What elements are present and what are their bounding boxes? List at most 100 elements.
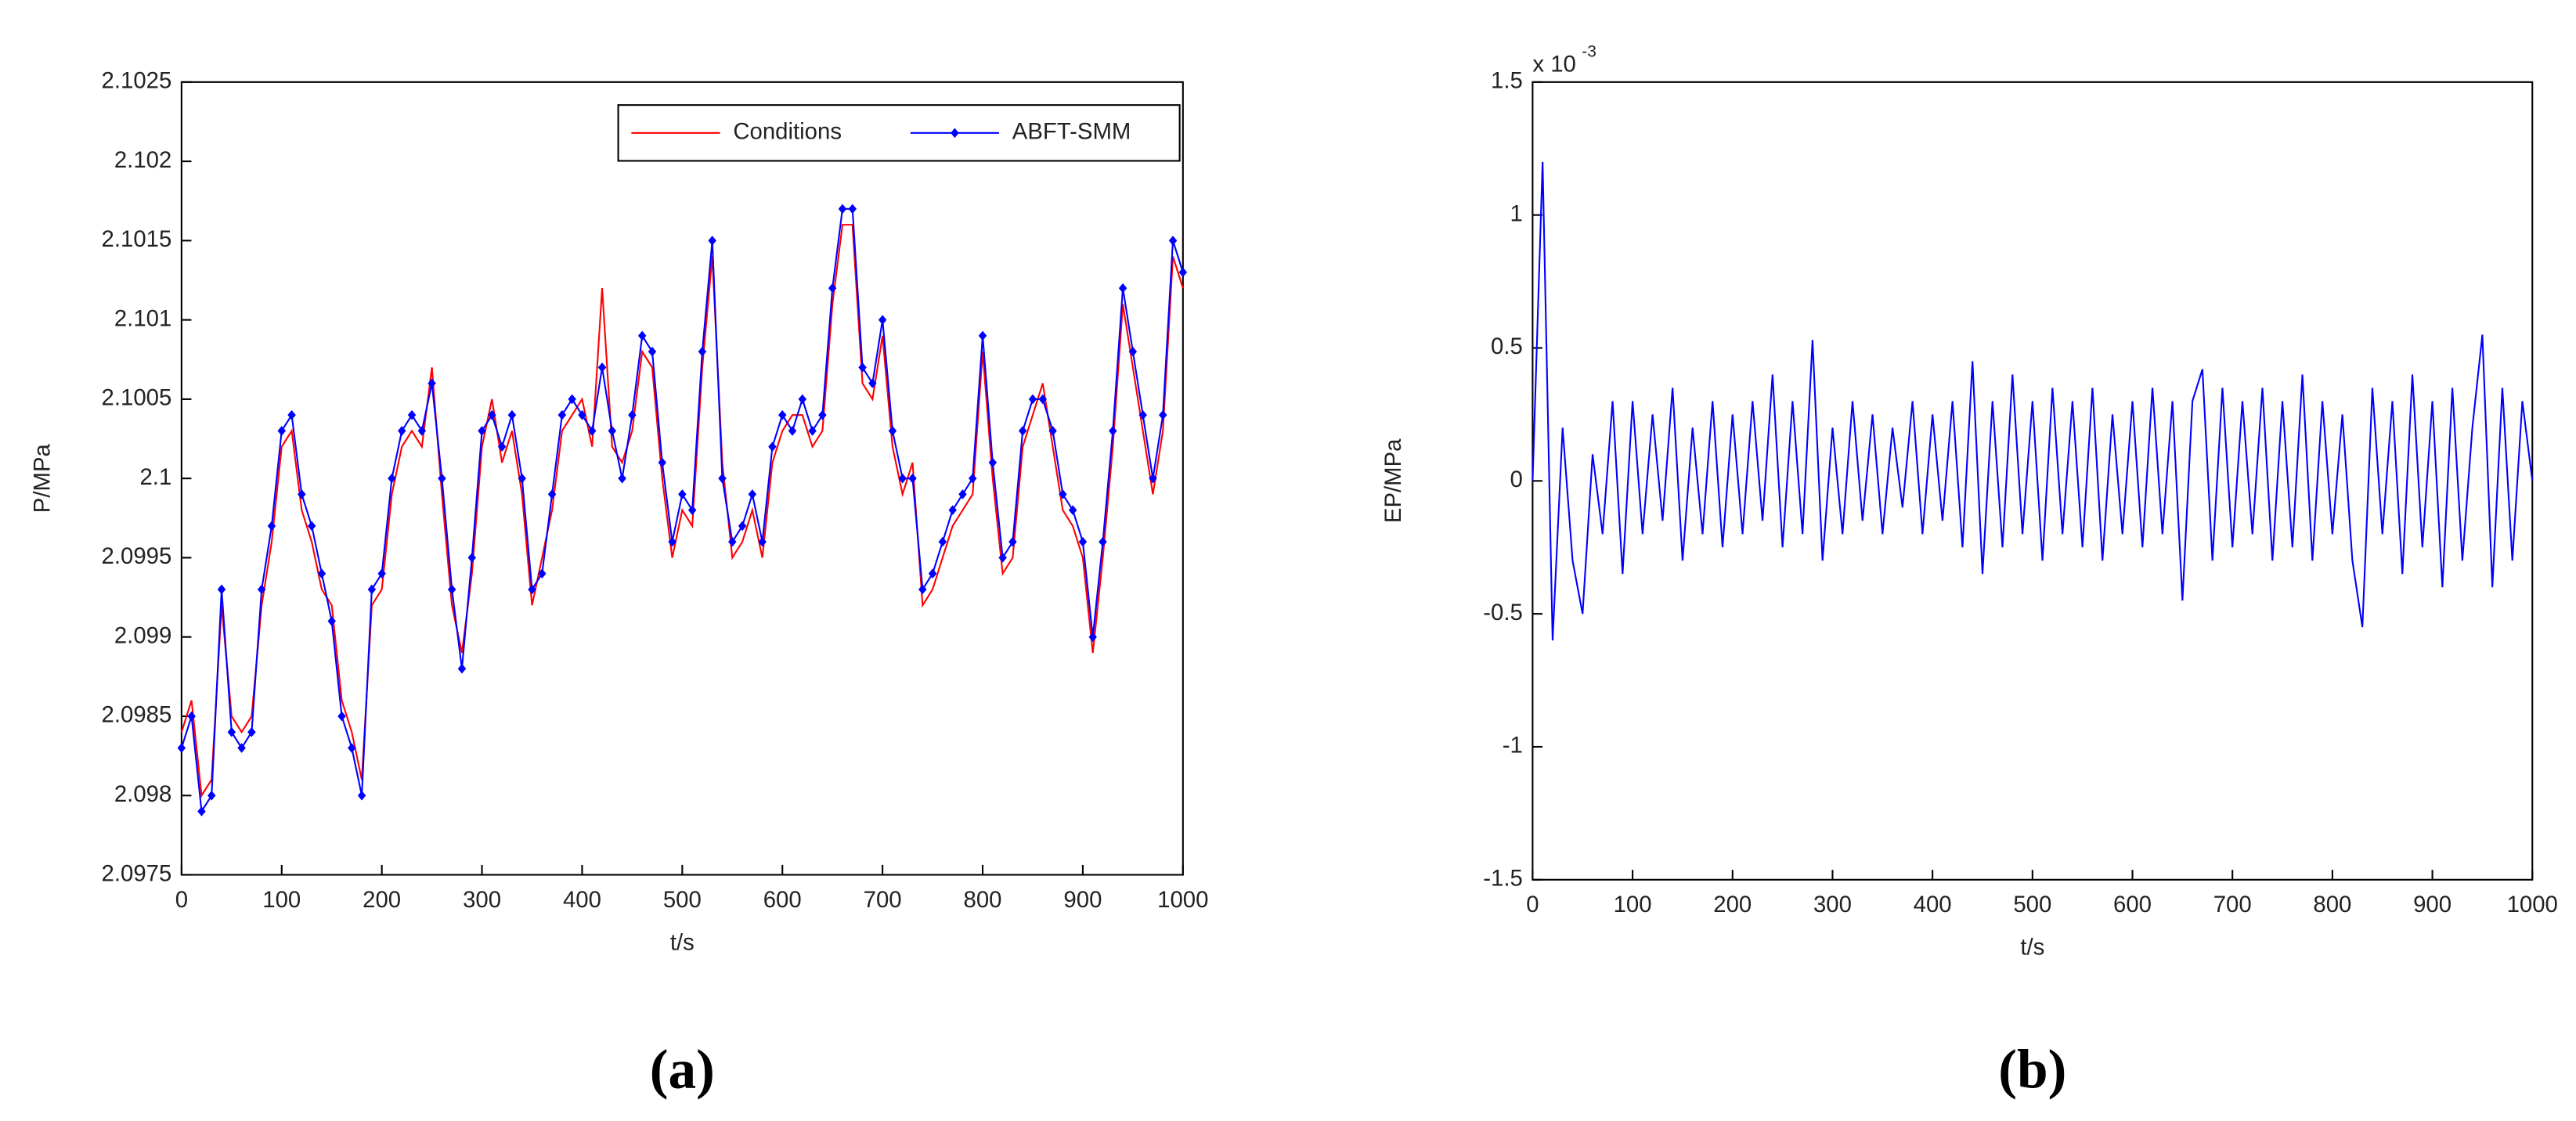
x-tick-label: 900 [1063,887,1102,913]
series-marker [407,409,417,420]
y-tick-label: 0.5 [1491,333,1523,359]
series-marker [587,426,597,436]
y-tick-label: 1 [1510,200,1522,226]
series-marker [1128,346,1138,357]
x-tick-label: 500 [2013,892,2051,917]
series-marker [718,473,727,484]
legend-label: ABFT-SMM [1012,119,1131,145]
series-marker [597,362,607,373]
series-marker [337,711,346,722]
series-marker [1088,632,1097,642]
x-tick-label: 300 [1813,892,1852,917]
series-marker [478,426,486,436]
x-tick-label: 1000 [2507,892,2558,917]
x-tick-label: 700 [2213,892,2252,917]
series-marker [528,584,536,595]
series-marker [207,790,216,801]
x-tick-label: 700 [864,887,902,913]
series-marker [357,790,366,801]
series-marker [758,536,767,547]
series-marker [687,505,697,515]
series-marker [557,409,567,420]
y-tick-label: 2.0985 [102,702,172,728]
series-marker [287,409,296,420]
y-tick-label: 2.101 [114,305,171,331]
series-marker [808,426,817,436]
legend: Conditions ABFT-SMM [617,104,1181,162]
x-tick-label: 400 [1914,892,1952,917]
series-marker [728,536,737,547]
series-marker [1068,505,1077,515]
y-tick-label: 1.5 [1491,68,1523,94]
series-marker [998,553,1007,563]
series-marker [1018,426,1027,436]
series-marker [658,457,667,468]
y-tick-label: 2.0995 [102,543,172,569]
series-marker [538,568,547,579]
y-scale-label: x 10 [1532,52,1575,77]
series-marker [637,330,647,341]
series-marker [708,236,716,246]
series-marker [447,584,456,595]
series-marker [748,489,757,499]
series-line [180,224,1184,798]
series-marker [507,409,517,420]
y-tick-label: 2.098 [114,781,171,807]
series-marker [738,521,747,532]
series-marker [768,442,777,452]
series-marker [467,553,477,563]
series-marker [868,378,877,388]
plot-area [180,81,1184,876]
series-marker [348,743,356,753]
y-tick-label: 2.1 [139,464,171,490]
series-marker [568,394,576,405]
series-marker [618,473,626,484]
series-marker [388,473,396,484]
series-marker [247,726,256,737]
x-tick-label: 200 [363,887,401,913]
y-tick-label: -1.5 [1483,866,1523,892]
y-tick-label: 2.1025 [102,68,172,94]
series-marker [177,743,186,753]
x-tick-label: 1000 [1157,887,1208,913]
x-tick-label: 600 [763,887,802,913]
panel-label: (b) [1998,1039,2066,1101]
series-marker [648,346,657,357]
series-marker [1008,536,1017,547]
x-tick-label: 800 [964,887,1002,913]
y-axis-label: EP/MPa [1380,438,1406,523]
panel-label: (a) [650,1039,715,1101]
x-tick-label: 0 [1526,892,1539,917]
series-marker [307,521,316,532]
series-marker [938,536,947,547]
x-tick-label: 200 [1713,892,1752,917]
y-axis-label: P/MPa [30,443,56,513]
series-marker [187,711,196,722]
series-marker [958,489,967,499]
series-marker [918,584,927,595]
x-axis-label: t/s [670,929,695,955]
series-marker [1149,473,1157,484]
series-marker [237,743,246,753]
x-tick-label: 500 [663,887,702,913]
series-marker [317,568,327,579]
x-tick-label: 300 [463,887,501,913]
series-marker [798,394,807,405]
series-marker [698,346,707,357]
y-tick-label: 2.0975 [102,860,172,886]
series-marker [608,426,617,436]
series-marker [578,409,586,420]
series-marker [968,473,977,484]
y-tick-label: 2.1005 [102,385,172,411]
series-marker [1038,394,1048,405]
y-tick-label: 0 [1510,467,1522,492]
series-marker [628,409,637,420]
series-marker [367,584,377,595]
series-marker [438,473,446,484]
series-marker [277,426,287,436]
plot-area [1532,81,2534,881]
series-marker [678,489,687,499]
series-marker [777,409,787,420]
